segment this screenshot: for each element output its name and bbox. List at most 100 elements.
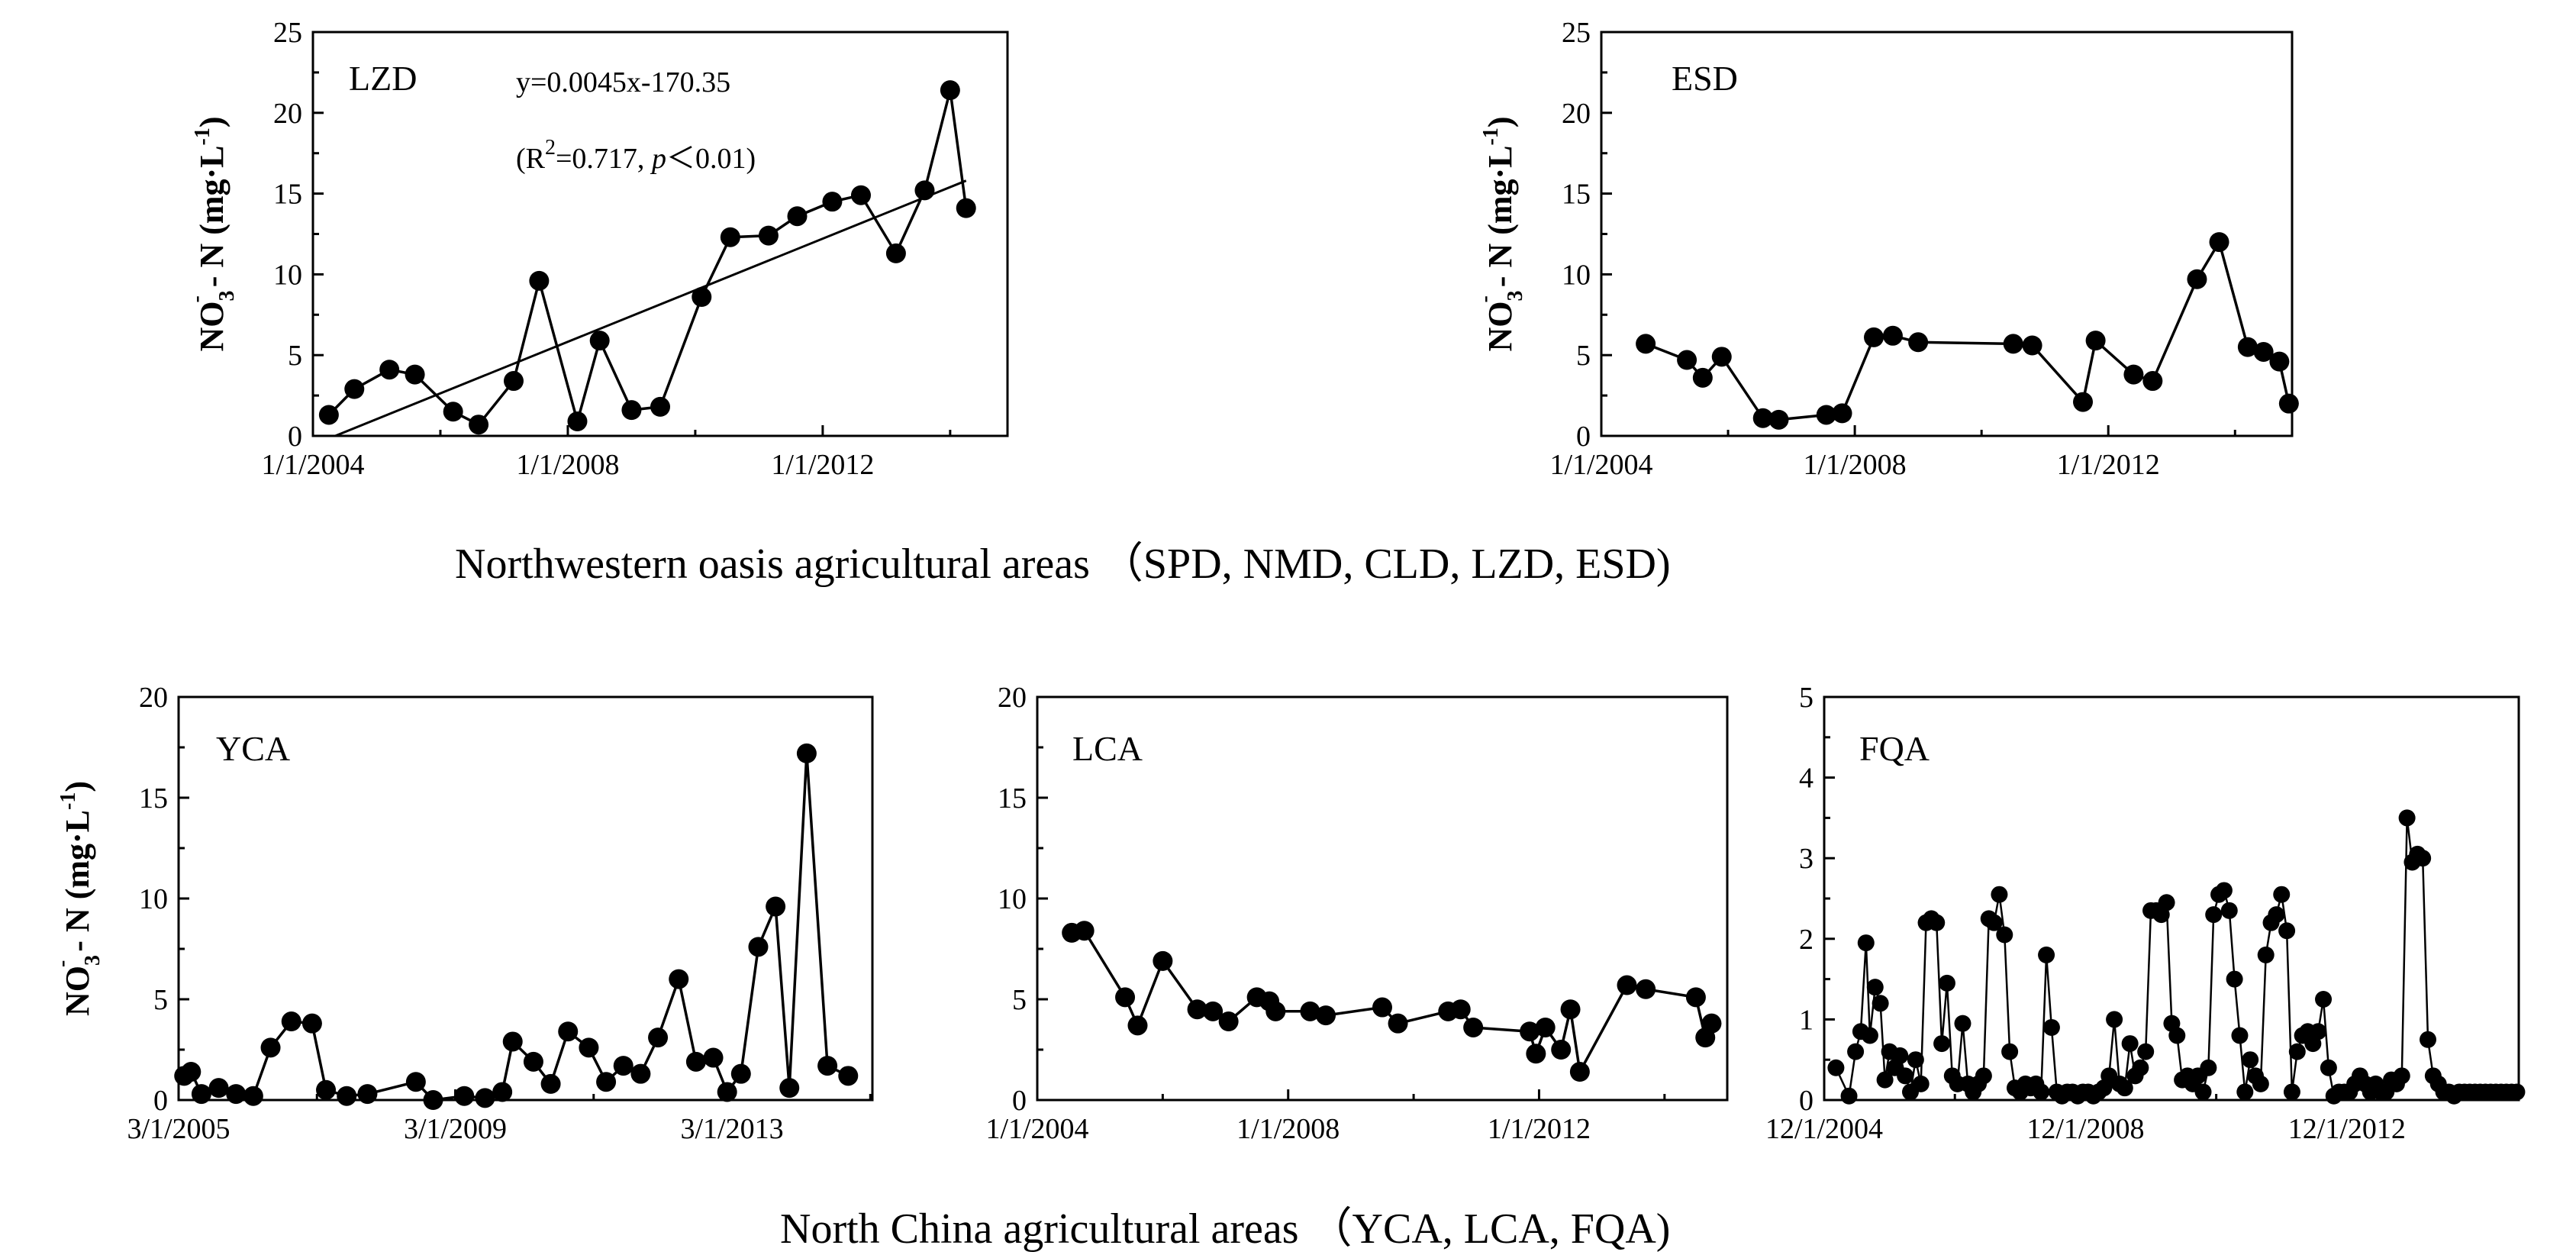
data-point-fqa bbox=[1938, 974, 1955, 992]
data-point-lzd bbox=[529, 270, 550, 291]
data-point-yca bbox=[558, 1021, 579, 1042]
data-point-esd bbox=[1752, 408, 1773, 428]
data-point-lca bbox=[1187, 999, 1207, 1020]
data-point-fqa bbox=[1857, 934, 1875, 952]
data-point-fqa bbox=[2132, 1059, 2149, 1076]
data-point-lzd bbox=[940, 80, 960, 101]
data-point-yca bbox=[685, 1051, 706, 1072]
data-point-fqa bbox=[2116, 1079, 2133, 1097]
data-point-lzd bbox=[956, 198, 976, 218]
data-point-fqa bbox=[1897, 1067, 1914, 1085]
data-point-fqa bbox=[1912, 1075, 1930, 1092]
data-point-fqa bbox=[2252, 1075, 2269, 1092]
series-line-esd bbox=[1645, 240, 2291, 421]
data-point-fqa bbox=[2001, 1043, 2019, 1060]
x-tick-label-lca: 1/1/2004 bbox=[985, 1113, 1088, 1145]
panel-label-fqa: FQA bbox=[1859, 729, 1930, 768]
y-tick-label-yca: 20 bbox=[139, 682, 168, 714]
data-point-fqa bbox=[2168, 1027, 2186, 1044]
data-point-lzd bbox=[469, 415, 489, 435]
data-point-yca bbox=[502, 1031, 523, 1052]
data-point-yca bbox=[423, 1090, 443, 1110]
data-point-lzd bbox=[758, 225, 779, 246]
data-point-yca bbox=[337, 1086, 357, 1106]
data-point-yca bbox=[181, 1062, 202, 1082]
data-point-fqa bbox=[2420, 1031, 2437, 1048]
data-point-fqa bbox=[2033, 1083, 2050, 1101]
data-point-esd bbox=[2085, 331, 2106, 351]
data-point-yca bbox=[492, 1082, 513, 1102]
data-point-fqa bbox=[1876, 1071, 1894, 1089]
data-point-lca bbox=[1265, 1001, 1286, 1021]
panel-label-lca: LCA bbox=[1072, 729, 1143, 768]
data-point-lca bbox=[1218, 1011, 1239, 1032]
data-point-esd bbox=[2269, 351, 2290, 372]
data-point-fqa bbox=[1866, 979, 1884, 996]
data-point-lca bbox=[1388, 1013, 1408, 1034]
x-tick-label-yca: 3/1/2005 bbox=[127, 1113, 230, 1145]
data-point-fqa bbox=[2315, 991, 2333, 1008]
data-point-fqa bbox=[2194, 1083, 2212, 1101]
x-tick-label-lzd: 1/1/2012 bbox=[771, 449, 874, 481]
data-point-fqa bbox=[2200, 1059, 2217, 1076]
y-axis-title-yca: NO3- - N (mg·L-1) bbox=[50, 781, 105, 1016]
data-point-esd bbox=[2003, 334, 2023, 354]
data-point-esd bbox=[1636, 334, 1656, 354]
y-tick-label-lzd: 10 bbox=[273, 259, 302, 291]
data-point-fqa bbox=[2236, 1083, 2254, 1101]
data-point-yca bbox=[523, 1051, 543, 1072]
y-tick-label-lca: 0 bbox=[1012, 1085, 1027, 1117]
y-tick-label-lca: 10 bbox=[998, 883, 1027, 915]
y-tick-label-yca: 15 bbox=[139, 782, 168, 815]
data-point-fqa bbox=[2398, 809, 2416, 827]
data-point-lzd bbox=[379, 360, 400, 380]
y-tick-label-esd: 5 bbox=[1576, 340, 1591, 372]
x-tick-label-yca: 3/1/2013 bbox=[680, 1113, 783, 1145]
data-point-fqa bbox=[1907, 1051, 1924, 1069]
data-point-fqa bbox=[1991, 886, 2008, 903]
data-point-yca bbox=[191, 1084, 211, 1105]
data-point-yca bbox=[405, 1072, 426, 1092]
data-point-fqa bbox=[2226, 970, 2243, 988]
y-tick-label-yca: 0 bbox=[153, 1085, 168, 1117]
data-point-esd bbox=[1711, 347, 1732, 367]
panel-label-lzd: LZD bbox=[349, 59, 417, 98]
y-tick-label-lzd: 5 bbox=[288, 340, 302, 372]
r2-mid: =0.717, bbox=[556, 143, 652, 175]
data-point-esd bbox=[1768, 409, 1789, 430]
y-tick-label-lca: 5 bbox=[1012, 984, 1027, 1016]
r2-open: (R bbox=[516, 143, 546, 175]
data-point-lzd bbox=[850, 185, 871, 205]
data-point-lca bbox=[1300, 1001, 1320, 1021]
x-tick-label-fqa: 12/1/2008 bbox=[2026, 1113, 2144, 1145]
data-point-esd bbox=[1677, 350, 1697, 370]
data-point-fqa bbox=[2137, 1043, 2155, 1060]
data-point-fqa bbox=[1996, 926, 2013, 944]
data-point-fqa bbox=[2268, 906, 2285, 924]
data-point-esd bbox=[2142, 371, 2163, 392]
data-point-fqa bbox=[2220, 902, 2238, 919]
data-point-yca bbox=[540, 1073, 561, 1094]
data-point-fqa bbox=[1861, 1027, 1878, 1044]
data-point-esd bbox=[2237, 337, 2258, 357]
data-point-lzd bbox=[344, 379, 365, 399]
y-tick-label-fqa: 3 bbox=[1799, 843, 1814, 875]
data-point-fqa bbox=[2215, 882, 2233, 899]
data-point-lca bbox=[1535, 1017, 1556, 1037]
x-tick-label-fqa: 12/1/2004 bbox=[1765, 1113, 1883, 1145]
data-point-fqa bbox=[1975, 1067, 1992, 1085]
data-point-yca bbox=[454, 1086, 475, 1106]
data-point-lca bbox=[1450, 999, 1471, 1020]
chart-yca: 0 5 10 15 20 3/1/2005 3/1/2009 3/1/2013 NO3- - N… bbox=[50, 682, 874, 1145]
data-point-fqa bbox=[2106, 1011, 2123, 1028]
data-point-esd bbox=[2073, 392, 2094, 412]
y-tick-label-fqa: 0 bbox=[1799, 1085, 1814, 1117]
data-point-yca bbox=[669, 969, 689, 989]
p-italic: p bbox=[650, 143, 666, 175]
y-tick-label-esd: 15 bbox=[1562, 179, 1591, 211]
x-tick-label-lca: 1/1/2012 bbox=[1488, 1113, 1591, 1145]
chart-esd: 0 5 10 15 20 25 1/1/2004 1/1/2008 1/1/2012 NO3- -… bbox=[1473, 17, 2299, 481]
data-point-fqa bbox=[1891, 1047, 1909, 1064]
data-point-lca bbox=[1569, 1062, 1590, 1082]
y-tick-label-fqa: 5 bbox=[1799, 682, 1814, 714]
